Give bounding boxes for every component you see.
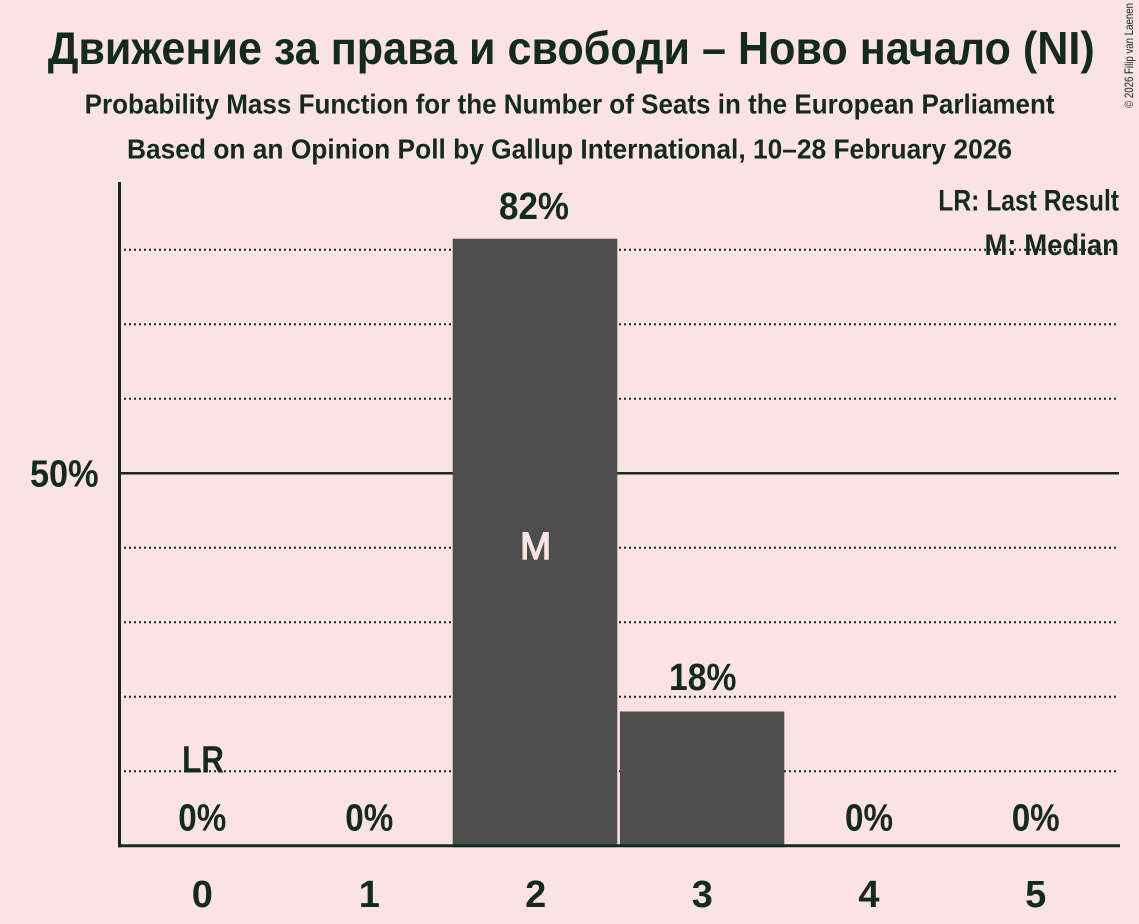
svg-text:© 2026 Filip van Laenen: © 2026 Filip van Laenen xyxy=(1122,3,1136,108)
svg-text:1: 1 xyxy=(359,874,380,916)
svg-text:Based on an Opinion Poll by Ga: Based on an Opinion Poll by Gallup Inter… xyxy=(127,134,1012,165)
svg-text:50%: 50% xyxy=(30,454,99,496)
svg-text:M: Median: M: Median xyxy=(985,229,1120,262)
svg-text:0%: 0% xyxy=(1012,798,1060,840)
svg-text:Probability Mass Function for: Probability Mass Function for the Number… xyxy=(85,89,1055,120)
svg-text:5: 5 xyxy=(1025,874,1046,916)
svg-text:18%: 18% xyxy=(669,657,736,699)
svg-text:M: M xyxy=(520,526,551,568)
svg-text:0%: 0% xyxy=(178,798,226,840)
svg-text:3: 3 xyxy=(692,874,713,916)
svg-text:82%: 82% xyxy=(499,186,569,228)
svg-text:LR: LR xyxy=(182,739,224,781)
svg-text:LR: Last Result: LR: Last Result xyxy=(938,185,1119,218)
svg-text:4: 4 xyxy=(858,874,879,916)
svg-text:0: 0 xyxy=(192,874,213,916)
svg-text:Движение за права и свободи –: Движение за права и свободи – Ново начал… xyxy=(48,22,1095,74)
svg-text:0%: 0% xyxy=(845,798,893,840)
svg-text:0%: 0% xyxy=(345,798,393,840)
svg-text:2: 2 xyxy=(525,874,546,916)
